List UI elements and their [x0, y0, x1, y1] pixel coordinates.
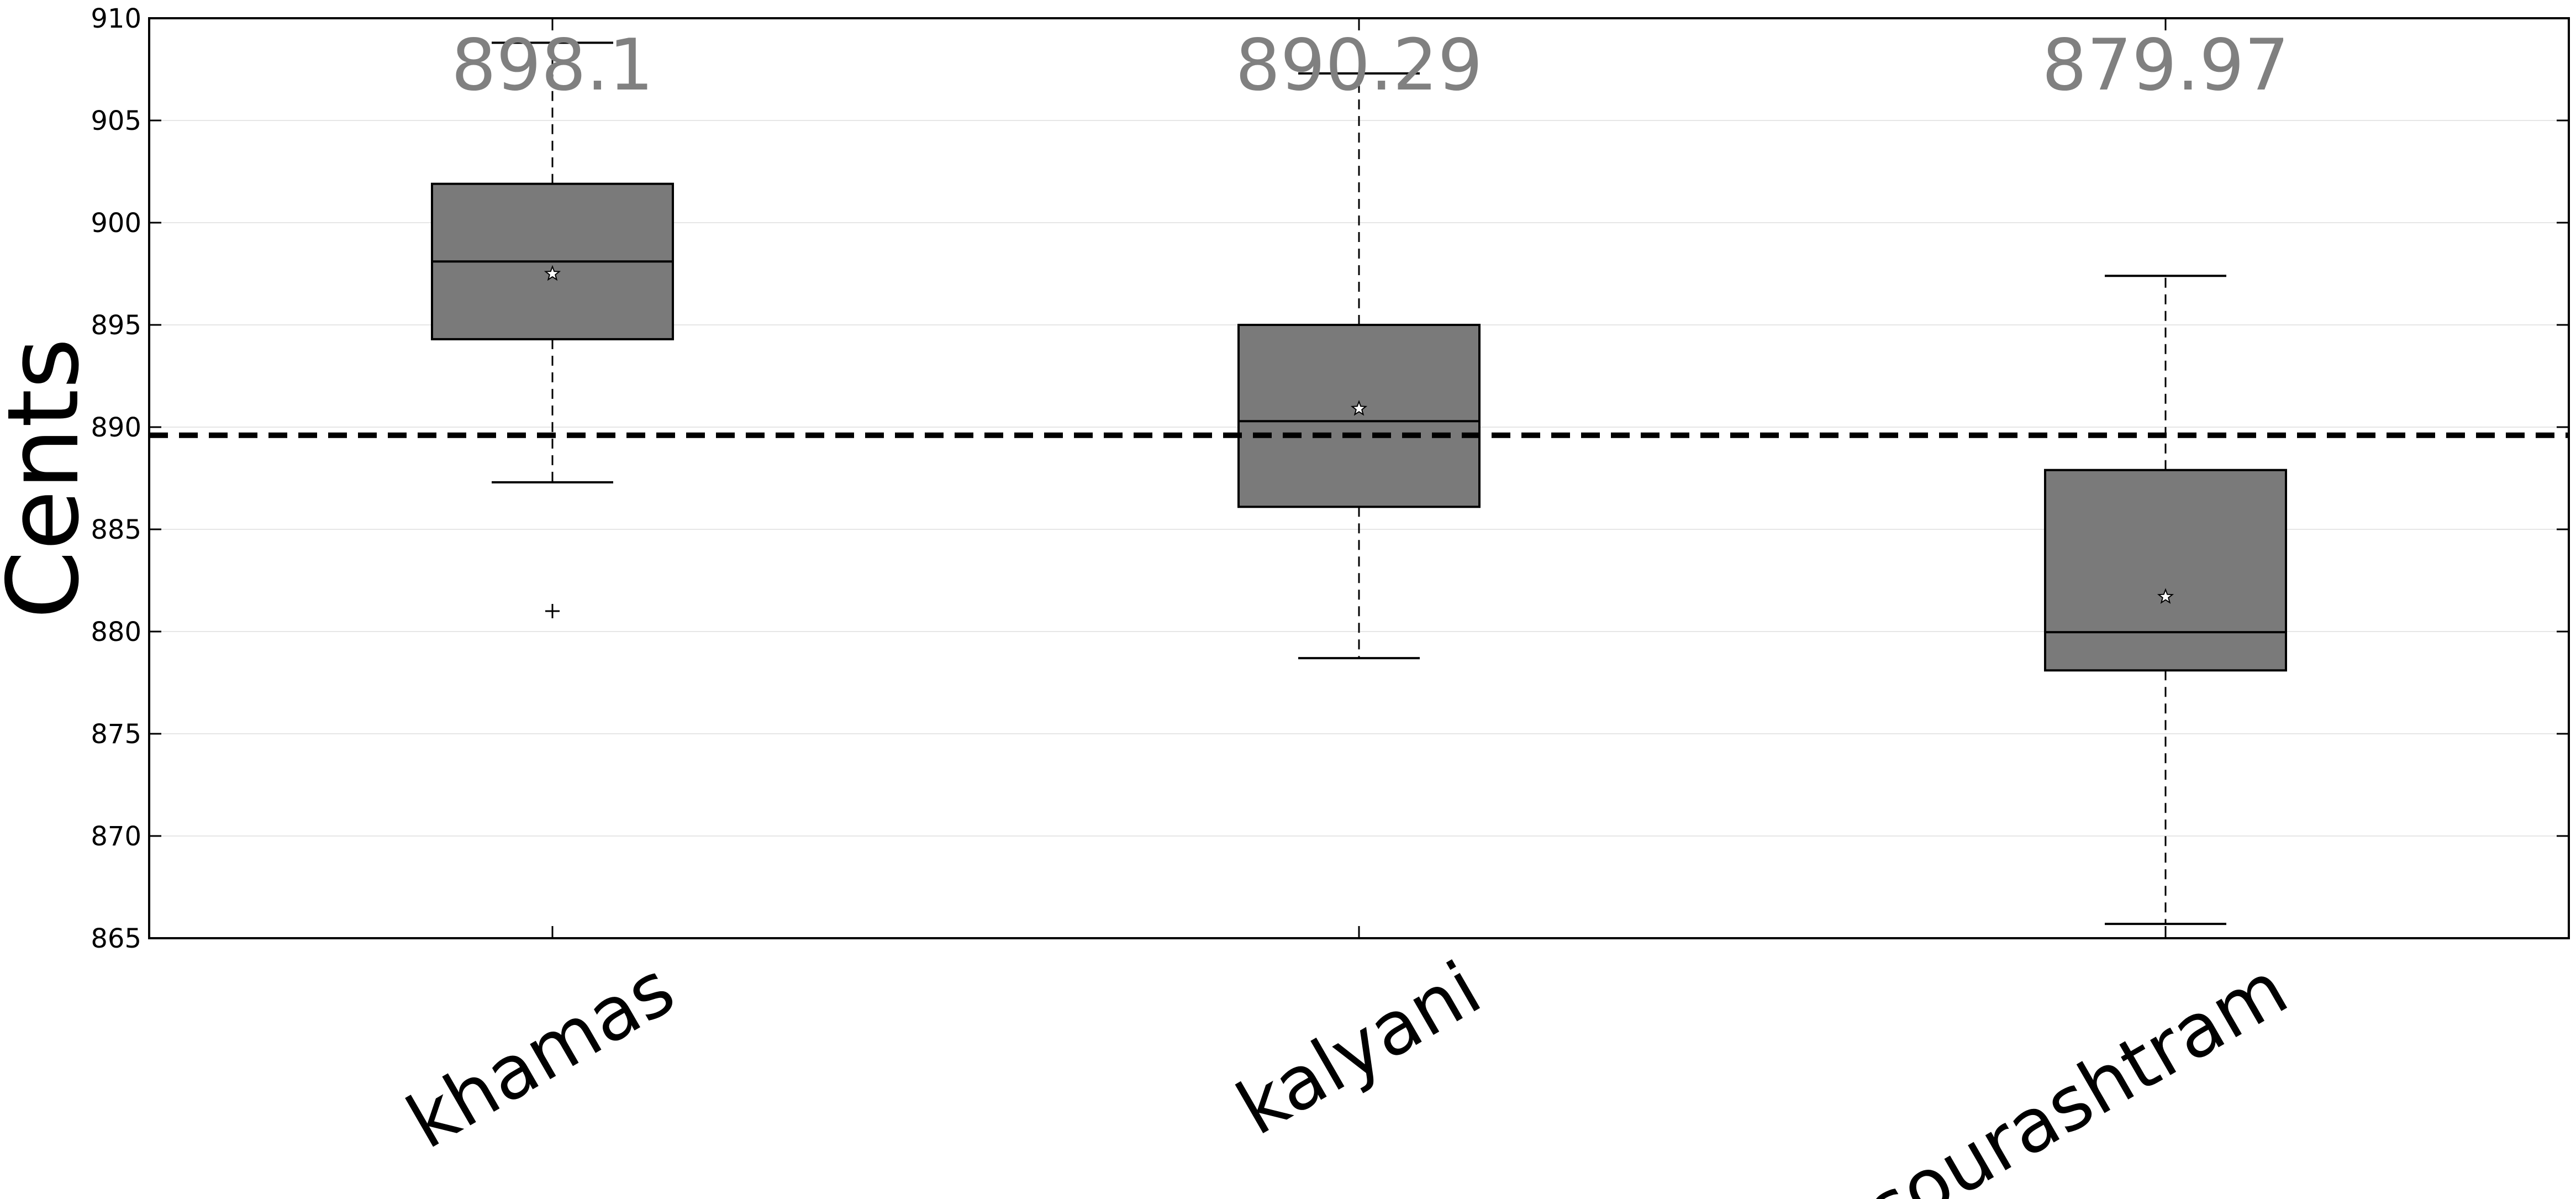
boxes	[431, 41, 2287, 925]
mean-marker	[1350, 399, 1368, 416]
y-tick-label: 875	[91, 719, 141, 750]
y-tick-label: 870	[91, 821, 141, 852]
mean-marker	[2157, 588, 2174, 604]
y-tick-label: 905	[91, 106, 141, 136]
x-category-label: kalyani	[1223, 945, 1495, 1152]
y-tick-label: 900	[91, 208, 141, 239]
mean-marker	[544, 265, 561, 281]
y-tick-label: 885	[91, 514, 141, 545]
median-value-label: 898.1	[451, 24, 654, 107]
median-labels: 898.1 890.29 879.97	[451, 24, 2289, 107]
y-tick-label: 890	[91, 412, 141, 443]
outlier-marker	[545, 604, 560, 618]
box-kalyani	[1237, 324, 1481, 508]
x-category-label: sourashtram	[1852, 945, 2301, 1199]
x-category-label: khamas	[393, 945, 688, 1166]
y-axis-label: Cents	[0, 338, 101, 619]
x-axis-ticks: khamas kalyani sourashtram	[393, 18, 2301, 1199]
box-sourashtram	[2044, 469, 2287, 672]
y-tick-label: 865	[91, 923, 141, 954]
y-tick-label: 910	[91, 3, 141, 34]
y-axis-ticks: 865 870 875 880 885 890 895 900 905 910	[91, 3, 2569, 954]
median-value-label: 890.29	[1235, 24, 1483, 107]
y-tick-label: 895	[91, 310, 141, 341]
y-tick-label: 880	[91, 617, 141, 648]
median-value-label: 879.97	[2042, 24, 2289, 107]
